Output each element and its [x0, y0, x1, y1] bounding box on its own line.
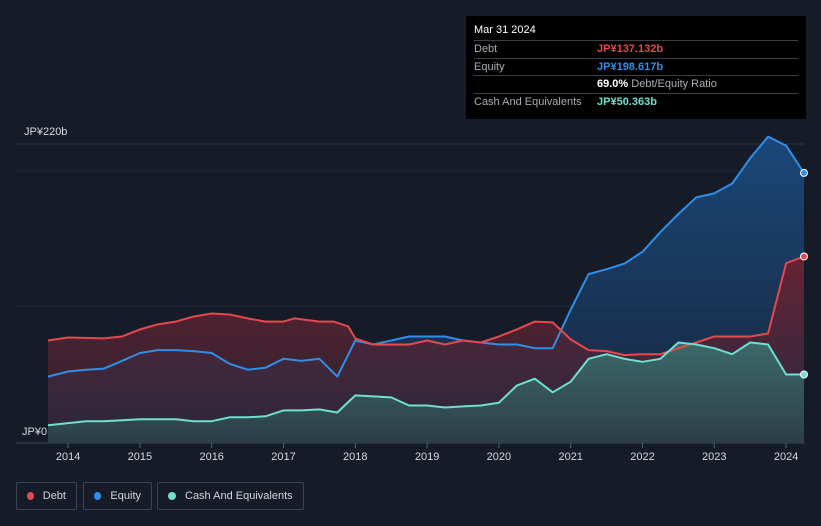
tooltip-equity-label: Equity [474, 60, 505, 73]
legend-cash-dot [168, 492, 176, 500]
x-tick-label-2020: 2020 [487, 451, 511, 463]
debt-line [47, 255, 805, 357]
x-tick-label-2021: 2021 [558, 451, 582, 463]
tooltip-debt-value: JP¥137.132b [597, 43, 664, 55]
tooltip-debt-label: Debt [474, 43, 498, 55]
tooltip-panel: Mar 31 2024 Debt JP¥137.132b Equity JP¥1… [466, 16, 806, 119]
series-endpoints [800, 168, 808, 379]
y-axis-bottom-label: JP¥0 [22, 426, 47, 438]
equity-endpoint [800, 168, 808, 177]
series-lines [47, 135, 805, 427]
x-tick-label-2017: 2017 [271, 451, 295, 463]
x-tick-label-2018: 2018 [343, 451, 367, 463]
x-tick-label-2023: 2023 [702, 451, 726, 463]
legend-equity-dot [94, 492, 102, 500]
debt-endpoint [800, 252, 808, 261]
cash-line [47, 341, 804, 427]
x-tick-label-2024: 2024 [774, 451, 798, 463]
legend-debt-dot [27, 492, 34, 500]
x-tick-label-2022: 2022 [630, 451, 654, 463]
tooltip-row-debt: Debt JP¥137.132b [474, 40, 798, 58]
equity-line [47, 135, 805, 378]
x-tick-label-2015: 2015 [128, 451, 152, 463]
tooltip-equity-value: JP¥198.617b [597, 60, 664, 73]
y-axis-top-label: JP¥220b [24, 126, 67, 138]
tooltip-row-ratio: 69.0% Debt/Equity Ratio [474, 75, 798, 93]
tooltip-ratio: 69.0% Debt/Equity Ratio [597, 76, 717, 93]
legend-cash-label: Cash And Equivalents [185, 490, 293, 502]
legend-debt-label: Debt [42, 490, 66, 502]
tooltip-ratio-label: Debt/Equity Ratio [631, 78, 717, 90]
tooltip-date: Mar 31 2024 [474, 24, 536, 36]
legend-cash[interactable]: Cash And Equivalents [157, 482, 304, 510]
series-areas [48, 136, 804, 443]
x-tick-label-2016: 2016 [199, 451, 223, 463]
tooltip-row-equity: Equity JP¥198.617b [474, 57, 798, 76]
legend-equity[interactable]: Equity [83, 482, 152, 510]
x-axis: 2014 2015 2016 2017 2018 2019 2020 2021 2022 2023… [56, 443, 798, 463]
tooltip-cash-value: JP¥50.363b [597, 95, 657, 108]
legend-debt[interactable]: Debt [16, 482, 77, 510]
tooltip-row-cash: Cash And Equivalents JP¥50.363b [474, 92, 798, 111]
tooltip-cash-label: Cash And Equivalents [474, 95, 582, 108]
legend-equity-label: Equity [110, 490, 141, 502]
x-tick-label-2014: 2014 [56, 451, 80, 463]
tooltip-ratio-value: 69.0% [597, 78, 629, 90]
x-tick-label-2019: 2019 [415, 451, 439, 463]
cash-endpoint [800, 370, 808, 379]
